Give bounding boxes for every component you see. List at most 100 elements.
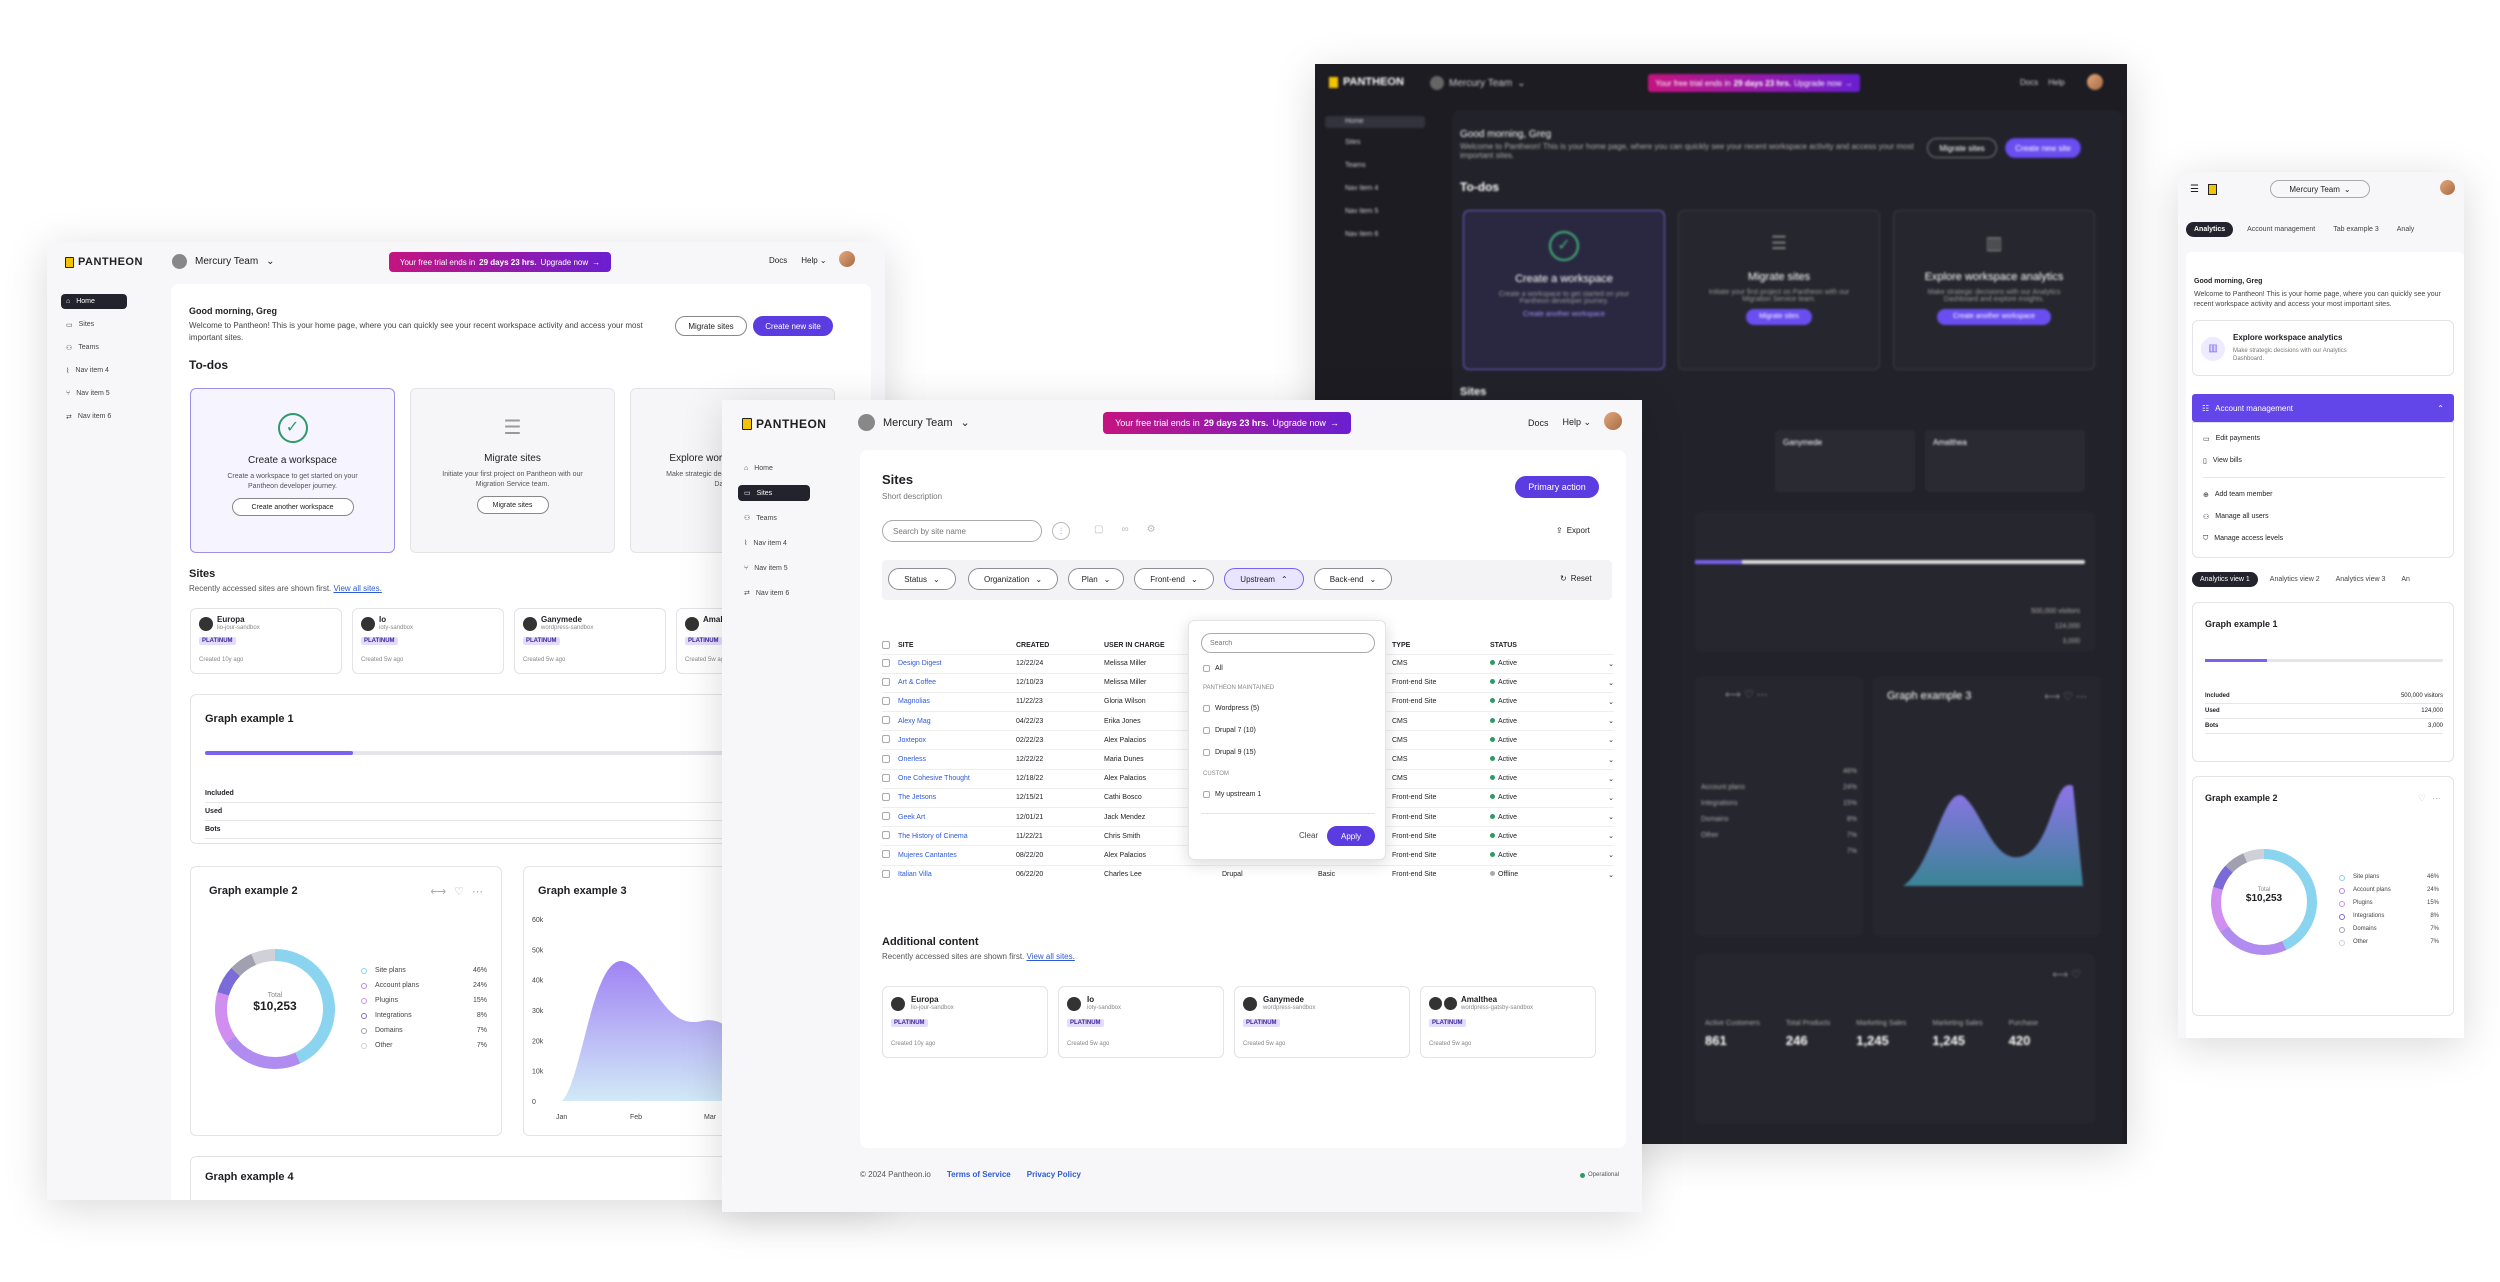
dark-trial-banner[interactable]: Your free trial ends in 29 days 23 hrs. Up…	[1648, 74, 1860, 92]
site-card[interactable]: Amalthea wordpress-gatsby-sandbox PLATIN…	[1420, 986, 1596, 1058]
menu-manage-users[interactable]: ⚇ Manage all users	[2203, 513, 2269, 521]
tab-account-management[interactable]: Account management	[2247, 226, 2316, 233]
menu-manage-access[interactable]: ⛉ Manage access levels	[2203, 535, 2284, 542]
dark-todo-card[interactable]: ☰ Migrate sites Initiate your first proj…	[1678, 210, 1880, 370]
docs-link[interactable]: Docs	[769, 256, 788, 265]
expand-row-icon[interactable]: ⌄	[1608, 775, 1614, 783]
heart-icon[interactable]: ♡	[2417, 793, 2426, 803]
sidebar-item-4[interactable]: ⌇ Nav item 4	[66, 367, 109, 375]
primary-action-button[interactable]: Primary action	[1515, 476, 1599, 498]
menu-edit-payments[interactable]: ▭ Edit payments	[2203, 435, 2260, 443]
filter-plan[interactable]: Plan ⌄	[1068, 568, 1124, 590]
sidebar-item-6[interactable]: ⇄ Nav item 6	[66, 413, 112, 421]
dark-site-card[interactable]: Ganymede	[1775, 430, 1915, 492]
sidebar-item-home[interactable]: ⌂ Home	[744, 464, 773, 472]
tab-analytics-view-2[interactable]: Analytics view 2	[2269, 576, 2320, 583]
clear-button[interactable]: Clear	[1299, 831, 1319, 840]
column-status[interactable]: STATUS	[1490, 642, 1517, 650]
dark-user-avatar[interactable]	[2087, 74, 2103, 90]
row-checkbox[interactable]	[882, 869, 890, 878]
dark-site-card[interactable]: Amalthea	[1925, 430, 2085, 492]
more-icon[interactable]: ⋯	[2432, 793, 2441, 803]
dropdown-search-input[interactable]	[1201, 633, 1375, 653]
menu-view-bills[interactable]: ▯ View bills	[2203, 457, 2242, 465]
site-card[interactable]: Ganymede wordpress-sandbox PLATINUM Crea…	[514, 608, 666, 674]
row-checkbox[interactable]	[882, 773, 890, 782]
site-name-link[interactable]: The Jetsons	[898, 794, 937, 802]
trial-banner[interactable]: Your free trial ends in 29 days 23 hrs. Up…	[389, 252, 611, 272]
site-name-link[interactable]: Mujeres Cantantes	[898, 851, 957, 859]
sidebar-item-sites[interactable]: ▭ Sites	[66, 321, 95, 329]
site-card[interactable]: Ganymede wordpress-sandbox PLATINUM Crea…	[1234, 986, 1410, 1058]
expand-row-icon[interactable]: ⌄	[1608, 698, 1614, 706]
user-avatar[interactable]	[1604, 412, 1622, 430]
row-checkbox[interactable]	[882, 792, 890, 801]
todo-create-workspace[interactable]: ✓ Create a workspace Create a workspace …	[190, 388, 395, 553]
account-management-accordion[interactable]: ☷ Account management ⌃	[2192, 394, 2454, 422]
row-checkbox[interactable]	[882, 677, 890, 686]
row-checkbox[interactable]	[882, 850, 890, 859]
site-card[interactable]: Io ioty-sandbox PLATINUM Created 5w ago	[1058, 986, 1224, 1058]
sidebar-item-4[interactable]: ⌇ Nav item 4	[744, 539, 787, 548]
table-row[interactable]: Italian Villa 06/22/20 Charles Lee Drupal Ba…	[882, 865, 1614, 884]
sidebar-item-6[interactable]: ⇄ Nav item 6	[744, 589, 790, 598]
status-indicator[interactable]: Operational	[1580, 1172, 1619, 1178]
search-input[interactable]	[882, 520, 1042, 542]
trial-banner[interactable]: Your free trial ends in 29 days 23 hrs. Up…	[1103, 412, 1351, 434]
site-name-link[interactable]: Alexy Mag	[898, 717, 931, 725]
column-site[interactable]: SITE	[898, 642, 914, 650]
option-wordpress[interactable]: Wordpress (5)	[1203, 705, 1259, 712]
site-name-link[interactable]: Joxtepox	[898, 736, 927, 744]
filter-back-end[interactable]: Back-end ⌄	[1314, 568, 1392, 590]
filter-status[interactable]: Status ⌄	[888, 568, 956, 590]
apply-button[interactable]: Apply	[1327, 826, 1375, 846]
site-name-link[interactable]: Onerless	[898, 756, 927, 764]
column-created[interactable]: CREATED	[1016, 642, 1050, 650]
docs-link[interactable]: Docs	[1528, 417, 1549, 428]
sidebar-item-teams[interactable]: ⚇ Teams	[744, 514, 777, 523]
column-type[interactable]: TYPE	[1392, 642, 1411, 650]
site-name-link[interactable]: Italian Villa	[898, 871, 932, 879]
sidebar-item-5[interactable]: ⑂ Nav item 5	[66, 390, 110, 397]
tab-analytics[interactable]: Analytics	[2186, 222, 2234, 237]
dark-migrate-button[interactable]: Migrate sites	[1927, 138, 1997, 158]
option-drupal-7[interactable]: Drupal 7 (10)	[1203, 727, 1256, 734]
team-switcher[interactable]: Mercury Team ⌄	[172, 254, 275, 269]
row-checkbox[interactable]	[882, 735, 890, 744]
view-icon[interactable]: ▢	[1094, 524, 1104, 535]
tab-analytics-2[interactable]: Analy	[2396, 226, 2415, 233]
row-checkbox[interactable]	[882, 812, 890, 821]
terms-link[interactable]: Terms of Service	[946, 1170, 1011, 1179]
heart-icon[interactable]: ♡	[454, 886, 464, 898]
team-switcher[interactable]: Mercury Team ⌄	[2270, 180, 2370, 198]
export-button[interactable]: ⇪ Export	[1556, 526, 1590, 535]
row-checkbox[interactable]	[882, 696, 890, 705]
todo-migrate-sites[interactable]: ☰ Migrate sites Initiate your first proj…	[410, 388, 615, 553]
dark-create-button[interactable]: Create new site	[2005, 138, 2081, 158]
row-checkbox[interactable]	[882, 716, 890, 725]
filter-icon[interactable]: ⫶	[1052, 522, 1070, 540]
expand-row-icon[interactable]: ⌄	[1608, 718, 1614, 726]
site-card[interactable]: Europa lio-jour-sandbox PLATINUM Created…	[882, 986, 1048, 1058]
create-new-site-button[interactable]: Create new site	[753, 316, 833, 336]
dark-todo-card[interactable]: ✓ Create a workspace Create a workspace …	[1463, 210, 1665, 370]
more-icon[interactable]: ⋯	[472, 886, 483, 898]
view-all-sites-link[interactable]: View all sites.	[1026, 952, 1075, 961]
expand-row-icon[interactable]: ⌄	[1608, 852, 1614, 860]
user-avatar[interactable]	[839, 251, 855, 267]
expand-icon[interactable]: ⟷	[430, 886, 447, 898]
tab-analytics-view-3[interactable]: Analytics view 3	[2335, 576, 2386, 583]
tab-analytics-view-1[interactable]: Analytics view 1	[2192, 572, 2258, 587]
site-name-link[interactable]: The History of Cinema	[898, 832, 968, 840]
site-name-link[interactable]: Design Digest	[898, 660, 942, 668]
expand-row-icon[interactable]: ⌄	[1608, 679, 1614, 687]
site-name-link[interactable]: Magnolias	[898, 698, 930, 706]
dark-todo-card[interactable]: ▥ Explore workspace analytics Make strat…	[1893, 210, 2095, 370]
settings-icon[interactable]: ⚙	[1146, 524, 1156, 535]
filter-front-end[interactable]: Front-end ⌄	[1134, 568, 1214, 590]
sidebar-item-sites[interactable]: ▭ Sites	[738, 485, 810, 501]
expand-row-icon[interactable]: ⌄	[1608, 871, 1614, 879]
sidebar-item-home[interactable]: ⌂ Home	[61, 294, 127, 309]
create-another-workspace-button[interactable]: Create another workspace	[231, 498, 354, 516]
option-drupal-9[interactable]: Drupal 9 (15)	[1203, 749, 1256, 756]
